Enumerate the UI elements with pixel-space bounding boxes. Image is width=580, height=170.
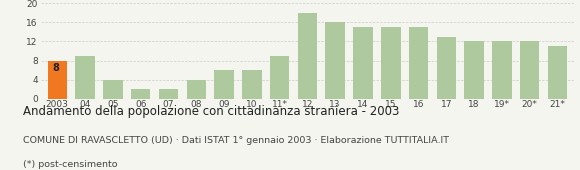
Bar [242, 70, 262, 99]
Bar [520, 41, 539, 99]
Text: (*) post-censimento: (*) post-censimento [23, 160, 118, 169]
Bar [298, 13, 317, 99]
Bar [437, 37, 456, 99]
Bar [325, 22, 345, 99]
Text: 8: 8 [52, 63, 59, 73]
Text: Andamento della popolazione con cittadinanza straniera - 2003: Andamento della popolazione con cittadin… [23, 105, 400, 118]
Text: COMUNE DI RAVASCLETTO (UD) · Dati ISTAT 1° gennaio 2003 · Elaborazione TUTTITALI: COMUNE DI RAVASCLETTO (UD) · Dati ISTAT … [23, 136, 449, 145]
Bar [465, 41, 484, 99]
Bar [353, 27, 373, 99]
Bar [48, 61, 67, 99]
Bar [103, 80, 122, 99]
Bar [548, 46, 567, 99]
Bar [409, 27, 428, 99]
Bar [381, 27, 401, 99]
Bar [159, 89, 178, 99]
Bar [75, 56, 95, 99]
Bar [187, 80, 206, 99]
Bar [214, 70, 234, 99]
Bar [270, 56, 289, 99]
Bar [492, 41, 512, 99]
Bar [131, 89, 150, 99]
